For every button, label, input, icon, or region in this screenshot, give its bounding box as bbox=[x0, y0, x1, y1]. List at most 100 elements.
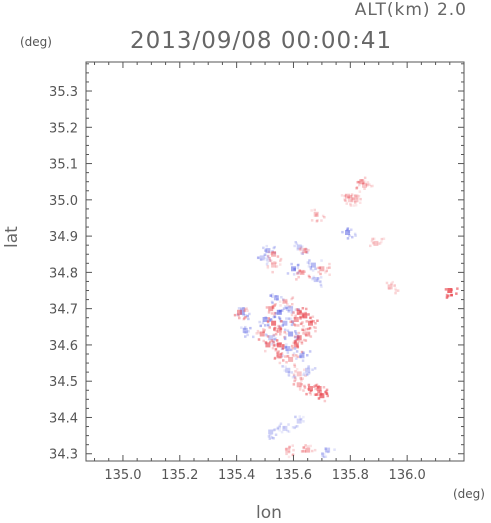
echo-cell bbox=[295, 357, 298, 360]
echo-cell bbox=[259, 331, 265, 337]
echo-cell bbox=[272, 333, 275, 337]
echo-cell bbox=[305, 320, 308, 323]
echo-cell bbox=[365, 183, 368, 186]
x-tick-label: 135.6 bbox=[275, 468, 312, 483]
y-tick-label: 34.3 bbox=[49, 448, 78, 463]
echo-cell bbox=[293, 317, 299, 322]
echo-cell bbox=[285, 355, 289, 358]
echo-cell bbox=[239, 309, 245, 315]
echo-cell bbox=[244, 325, 247, 329]
echo-cell bbox=[282, 425, 288, 431]
echo-cell bbox=[257, 331, 261, 335]
echo-cell bbox=[283, 337, 287, 341]
echo-cell bbox=[280, 320, 283, 323]
echo-cell bbox=[303, 368, 306, 371]
echo-cell bbox=[314, 393, 318, 396]
echo-cell bbox=[279, 259, 282, 263]
echo-cell bbox=[272, 341, 275, 344]
echo-cell bbox=[305, 248, 308, 251]
echo-cell bbox=[279, 422, 283, 425]
echo-cell bbox=[285, 367, 291, 373]
echo-cell bbox=[302, 446, 305, 449]
echo-cell bbox=[354, 204, 358, 207]
echo-cell bbox=[326, 266, 329, 270]
echo-cell bbox=[316, 386, 322, 391]
echo-cell bbox=[305, 373, 308, 376]
echo-cell bbox=[281, 354, 284, 357]
echo-cell bbox=[264, 249, 267, 252]
echo-cell bbox=[270, 343, 273, 346]
echo-cell bbox=[271, 295, 274, 298]
echo-cell bbox=[267, 257, 270, 260]
echo-cell bbox=[320, 219, 323, 222]
echo-cell bbox=[305, 327, 308, 331]
echo-cell bbox=[303, 450, 307, 453]
echo-cell bbox=[326, 394, 329, 398]
echo-cell bbox=[445, 296, 449, 299]
echo-cell bbox=[300, 322, 303, 326]
echo-cell bbox=[286, 329, 290, 332]
y-tick-label: 34.9 bbox=[49, 230, 78, 245]
echo-cell bbox=[281, 324, 284, 327]
echo-cell bbox=[394, 291, 397, 295]
echo-cell bbox=[278, 426, 281, 429]
echo-cell bbox=[311, 276, 315, 280]
echo-cell bbox=[280, 347, 284, 351]
echo-cell bbox=[276, 426, 280, 430]
echo-cell bbox=[313, 367, 317, 370]
echo-cell bbox=[268, 259, 272, 262]
echo-cell bbox=[301, 359, 305, 362]
echo-cell bbox=[275, 329, 279, 333]
echo-cell bbox=[291, 320, 294, 323]
echo-cell bbox=[294, 370, 297, 373]
echo-cell bbox=[325, 388, 329, 392]
echo-cell bbox=[315, 212, 318, 216]
echo-cell bbox=[274, 326, 277, 330]
echo-cell bbox=[292, 373, 296, 376]
echo-cell bbox=[302, 351, 305, 354]
echo-cell bbox=[268, 335, 274, 341]
echo-cell bbox=[292, 341, 295, 345]
echo-cell bbox=[387, 284, 393, 290]
echo-cell bbox=[271, 251, 274, 254]
echo-cell bbox=[283, 336, 286, 339]
echo-cell bbox=[291, 376, 295, 379]
echo-cell bbox=[369, 244, 372, 248]
echo-cell bbox=[270, 262, 274, 265]
timestamp-title: 2013/09/08 00:00:41 bbox=[130, 28, 393, 54]
echo-cell bbox=[276, 298, 279, 301]
echo-cell bbox=[296, 272, 299, 276]
echo-cell bbox=[267, 250, 271, 254]
echo-cell bbox=[301, 252, 304, 255]
echo-cell bbox=[362, 182, 367, 188]
echo-cell bbox=[297, 263, 300, 267]
echo-cell bbox=[269, 318, 273, 321]
echo-cell bbox=[291, 453, 295, 456]
echo-cell bbox=[359, 179, 365, 185]
echo-cell bbox=[286, 272, 290, 275]
echo-cell bbox=[279, 325, 282, 329]
echo-cell bbox=[302, 373, 305, 377]
echo-cell bbox=[266, 323, 270, 326]
echo-cell bbox=[301, 377, 304, 380]
echo-cell bbox=[259, 324, 262, 328]
echo-cell bbox=[293, 347, 297, 350]
echo-cell bbox=[309, 335, 313, 338]
echo-cell bbox=[356, 181, 359, 184]
echo-cell bbox=[301, 249, 305, 252]
echo-cell bbox=[371, 241, 375, 245]
echo-cell bbox=[282, 344, 285, 347]
echo-cell bbox=[341, 230, 344, 234]
echo-cell bbox=[305, 367, 311, 373]
echo-cell bbox=[294, 340, 297, 344]
echo-cell bbox=[293, 426, 296, 430]
echo-cell bbox=[276, 342, 282, 348]
echo-cell bbox=[325, 269, 328, 273]
echo-cell bbox=[314, 387, 317, 391]
echo-cell bbox=[346, 237, 350, 240]
echo-cell bbox=[273, 313, 276, 317]
echo-cell bbox=[237, 314, 240, 317]
echo-cell bbox=[445, 293, 449, 297]
echo-cell bbox=[299, 248, 302, 252]
